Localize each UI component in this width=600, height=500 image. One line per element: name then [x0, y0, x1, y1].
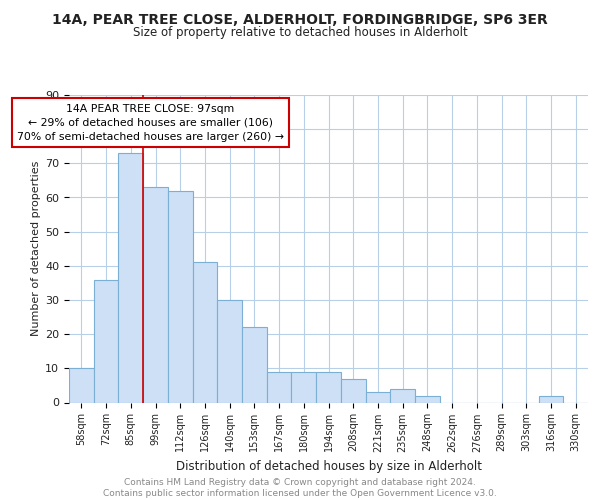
Bar	[242, 328, 267, 402]
Y-axis label: Number of detached properties: Number of detached properties	[31, 161, 41, 336]
Bar	[143, 187, 168, 402]
Bar	[94, 280, 118, 402]
Text: 14A, PEAR TREE CLOSE, ALDERHOLT, FORDINGBRIDGE, SP6 3ER: 14A, PEAR TREE CLOSE, ALDERHOLT, FORDING…	[52, 12, 548, 26]
Text: Size of property relative to detached houses in Alderholt: Size of property relative to detached ho…	[133, 26, 467, 39]
Bar	[292, 372, 316, 402]
Bar	[168, 190, 193, 402]
Bar	[267, 372, 292, 402]
Bar	[316, 372, 341, 402]
Bar	[118, 153, 143, 402]
Bar	[69, 368, 94, 402]
Bar	[193, 262, 217, 402]
Bar	[539, 396, 563, 402]
X-axis label: Distribution of detached houses by size in Alderholt: Distribution of detached houses by size …	[176, 460, 482, 473]
Text: 14A PEAR TREE CLOSE: 97sqm
← 29% of detached houses are smaller (106)
70% of sem: 14A PEAR TREE CLOSE: 97sqm ← 29% of deta…	[17, 104, 284, 142]
Bar	[365, 392, 390, 402]
Bar	[390, 389, 415, 402]
Bar	[217, 300, 242, 402]
Text: Contains HM Land Registry data © Crown copyright and database right 2024.
Contai: Contains HM Land Registry data © Crown c…	[103, 478, 497, 498]
Bar	[341, 378, 365, 402]
Bar	[415, 396, 440, 402]
